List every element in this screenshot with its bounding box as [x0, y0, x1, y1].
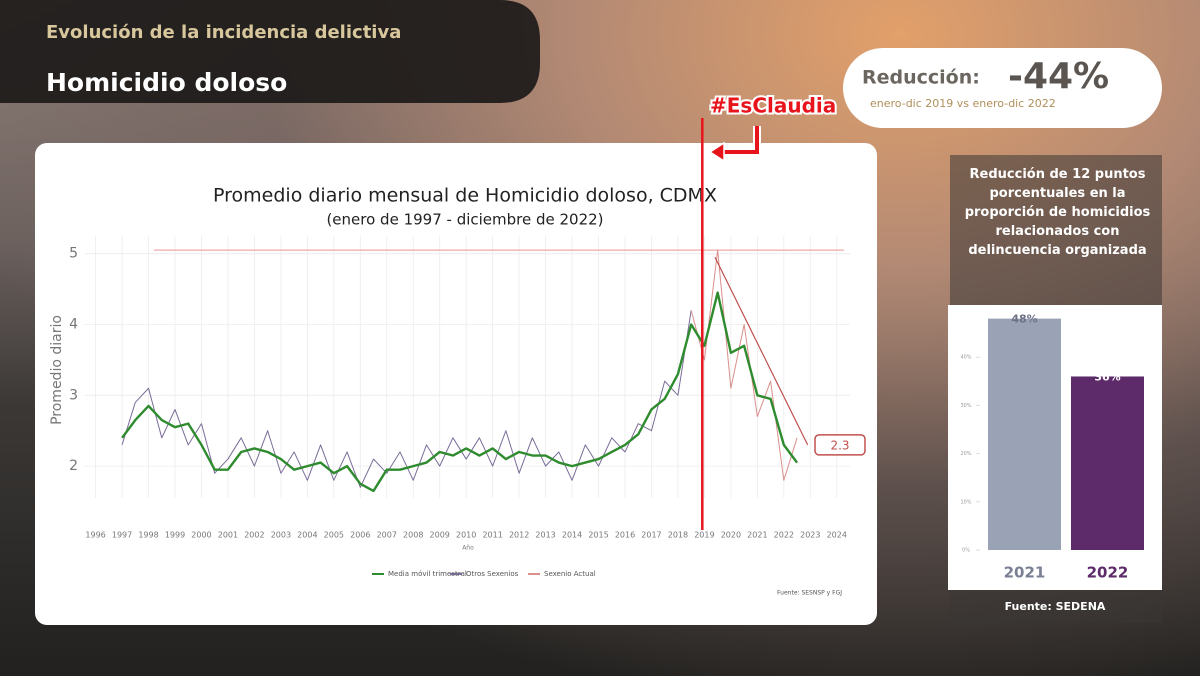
x-tick-label: 2008	[403, 531, 423, 540]
header-title: Homicidio doloso	[46, 68, 287, 97]
summary-label: Reducción:	[862, 67, 980, 89]
trend-line	[714, 256, 809, 446]
x-tick-label: 2012	[509, 531, 529, 540]
x-tick-label: 2009	[430, 531, 450, 540]
x-tick-label: 2016	[615, 531, 635, 540]
x-tick-label: 1997	[112, 531, 132, 540]
y-tick-label: 3	[69, 387, 78, 403]
x-tick-label: 2015	[588, 531, 608, 540]
series-line	[121, 291, 799, 493]
x-tick-label: 2004	[297, 531, 317, 540]
arrow-head	[708, 141, 725, 163]
y-tick-label: 20%	[960, 451, 971, 457]
hashtag: #EsClaudia	[710, 94, 836, 118]
x-tick-label: 2010	[456, 531, 476, 540]
header-kicker: Evolución de la incidencia delictiva	[46, 22, 401, 43]
x-tick-label: 2018	[668, 531, 688, 540]
legend-label: Media móvil trimestral	[388, 570, 467, 578]
x-tick-label: 2022	[774, 531, 794, 540]
x-tick-label: 2021	[1004, 564, 1046, 582]
chart-title: Promedio diario mensual de Homicidio dol…	[213, 185, 717, 207]
x-axis-label: Año	[462, 545, 474, 552]
x-tick-label: 1999	[165, 531, 185, 540]
y-tick-label: 30%	[960, 403, 971, 409]
arrow	[722, 126, 759, 154]
header-box	[0, 0, 540, 103]
x-tick-label: 2000	[191, 531, 211, 540]
legend-label: Otros Sexenios	[466, 570, 519, 578]
x-tick-label: 2013	[535, 531, 555, 540]
y-tick-label: 4	[69, 317, 78, 333]
value-label: 36%	[1094, 370, 1120, 383]
x-tick-label: 2021	[747, 531, 767, 540]
summary-period: enero-dic 2019 vs enero-dic 2022	[870, 97, 1056, 110]
y-tick-label: 40%	[960, 355, 971, 361]
x-tick-label: 2001	[218, 531, 238, 540]
bar	[1071, 376, 1144, 550]
chart-subtitle: (enero de 1997 - diciembre de 2022)	[326, 211, 603, 229]
y-tick-label: 5	[69, 246, 78, 262]
x-tick-label: 2006	[350, 531, 370, 540]
side-source: Fuente: SEDENA	[1005, 600, 1106, 613]
x-tick-label: 2014	[562, 531, 582, 540]
side-panel-text: Reducción de 12 puntos porcentuales en l…	[964, 167, 1151, 258]
x-tick-label: 2022	[1087, 564, 1129, 582]
legend-label: Sexenio Actual	[544, 570, 596, 578]
chart-source: Fuente: SESNSP y FGJ	[777, 590, 842, 597]
y-axis-label: Promedio diario	[49, 315, 65, 425]
x-tick-label: 1996	[85, 531, 105, 540]
x-tick-label: 2002	[244, 531, 264, 540]
x-tick-label: 2017	[641, 531, 661, 540]
summary-value: -44%	[1008, 56, 1109, 97]
y-tick-label: 0%	[962, 548, 970, 554]
x-tick-label: 2003	[271, 531, 291, 540]
summary-box	[843, 48, 1162, 128]
x-tick-label: 2005	[324, 531, 344, 540]
x-tick-label: 2011	[482, 531, 502, 540]
x-tick-label: 2024	[827, 531, 847, 540]
x-tick-label: 2023	[800, 531, 820, 540]
x-tick-label: 2007	[377, 531, 397, 540]
x-tick-label: 1998	[138, 531, 158, 540]
chart-card	[35, 143, 877, 625]
x-tick-label: 2020	[721, 531, 741, 540]
end-label: 2.3	[830, 438, 849, 452]
y-tick-label: 2	[69, 458, 78, 474]
y-tick-label: 10%	[960, 499, 971, 505]
value-label: 48%	[1011, 313, 1037, 326]
x-tick-label: 2019	[694, 531, 714, 540]
end-label-box	[814, 434, 866, 456]
bar	[988, 318, 1061, 550]
